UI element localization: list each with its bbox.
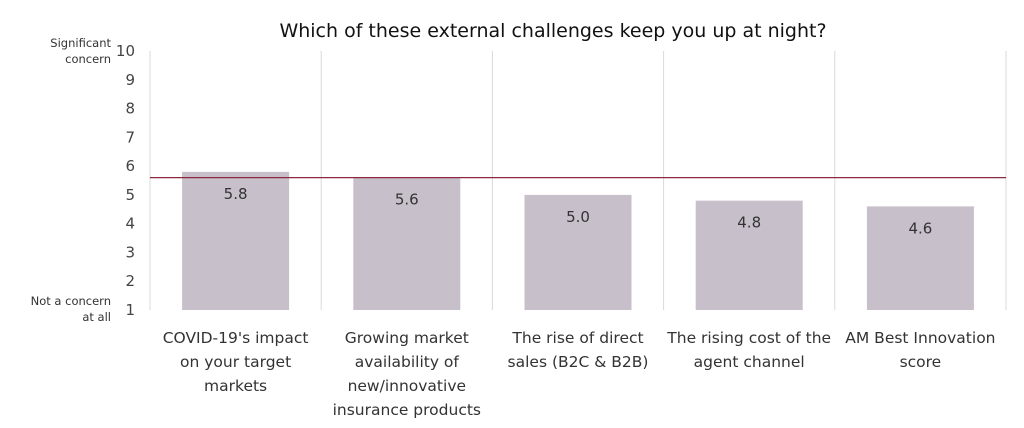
x-category-label-line: The rising cost of the: [666, 329, 831, 347]
x-category-label-line: COVID-19's impact: [163, 329, 309, 347]
y-tick-label: 9: [125, 71, 135, 89]
bar-value-label: 4.6: [908, 219, 932, 237]
y-tick-label: 4: [125, 215, 135, 233]
y-bottom-label: Not a concern: [31, 294, 111, 308]
y-top-label: concern: [65, 52, 111, 66]
y-tick-label: 1: [125, 301, 135, 319]
bar: [695, 200, 803, 310]
bar: [866, 206, 974, 310]
x-category-label-line: new/innovative: [348, 377, 466, 395]
y-tick-label: 5: [125, 186, 135, 204]
y-end-labels: Significant concern Not a concern at all: [31, 36, 112, 324]
category-separators: [149, 51, 1007, 310]
bar-value-label: 5.8: [224, 185, 248, 203]
bar: [182, 171, 290, 310]
x-category-label-line: score: [900, 353, 942, 371]
chart-title: Which of these external challenges keep …: [279, 20, 826, 42]
x-axis-labels: COVID-19's impact on your target markets Gr…: [163, 329, 996, 419]
bar: [353, 177, 461, 310]
x-category-label: Growing market availability of new/innovat…: [333, 329, 481, 419]
y-tick-label: 2: [125, 272, 135, 290]
x-category-label: The rising cost of the agent channel: [666, 329, 831, 371]
x-category-label-line: agent channel: [694, 353, 805, 371]
y-tick-label: 6: [125, 157, 135, 175]
x-category-label-line: AM Best Innovation: [845, 329, 995, 347]
bar: [524, 194, 632, 310]
y-top-label: Significant: [50, 36, 111, 50]
x-category-label-line: sales (B2C & B2B): [508, 353, 649, 371]
y-axis-ticks: 1 2 3 4 5 6 7 8 9 10: [116, 42, 135, 319]
y-bottom-label: at all: [82, 310, 111, 324]
x-category-label: The rise of direct sales (B2C & B2B): [508, 329, 649, 371]
y-tick-label: 10: [116, 42, 135, 60]
x-category-label-line: Growing market: [345, 329, 469, 347]
y-tick-label: 3: [125, 243, 135, 261]
x-category-label: AM Best Innovation score: [845, 329, 995, 371]
x-category-label-line: on your target: [180, 353, 291, 371]
bar-value-label: 5.6: [395, 191, 419, 209]
x-category-label-line: availability of: [355, 353, 460, 371]
bars: [182, 171, 974, 310]
value-labels: 5.8 5.6 5.0 4.8 4.6: [224, 185, 933, 238]
x-category-label: COVID-19's impact on your target markets: [163, 329, 309, 395]
y-tick-label: 7: [125, 128, 135, 146]
y-tick-label: 8: [125, 100, 135, 118]
bar-value-label: 4.8: [737, 214, 761, 232]
bar-value-label: 5.0: [566, 208, 590, 226]
x-category-label-line: The rise of direct: [511, 329, 643, 347]
x-category-label-line: insurance products: [333, 401, 481, 419]
x-category-label-line: markets: [204, 377, 267, 395]
